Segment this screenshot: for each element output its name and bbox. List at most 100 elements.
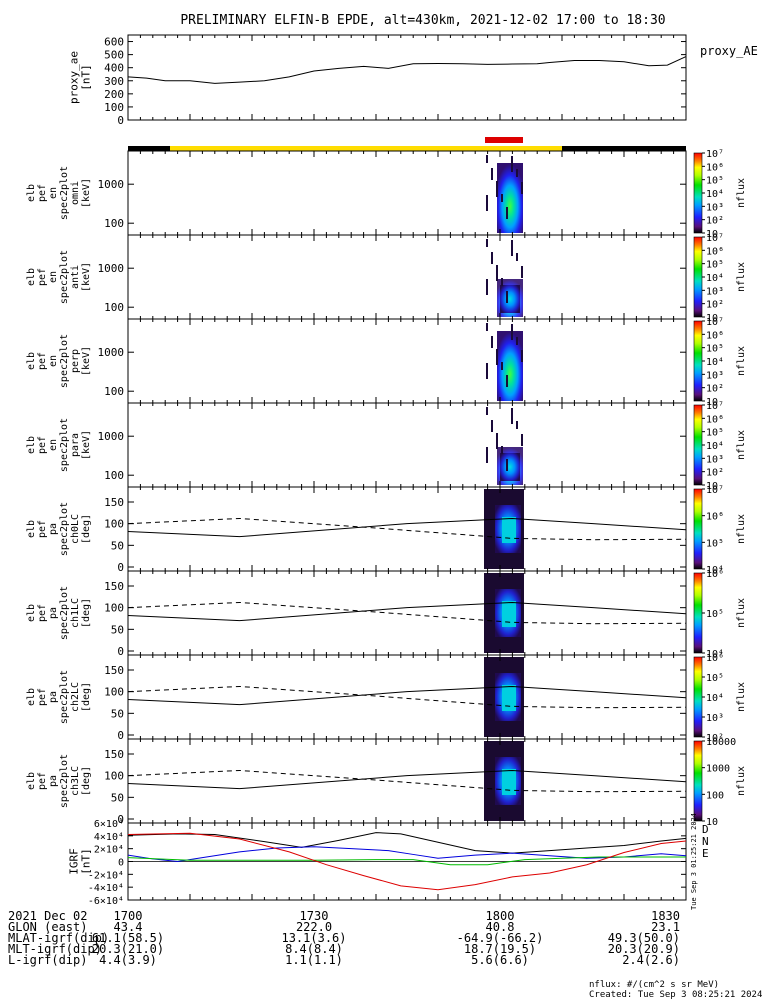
colorbar-label-text: nflux bbox=[736, 346, 747, 376]
spectrogram-frame bbox=[127, 486, 687, 572]
igrf-legend-label: N bbox=[702, 835, 709, 848]
colorbar-tick-label: 10 bbox=[706, 229, 718, 240]
colorbar-tick-label: 10³ bbox=[706, 202, 724, 213]
spec-ytick-label: 0 bbox=[117, 813, 124, 826]
spectrogram-panel: 100 1000 elb pef en spec2plot omni [keV] 10 10² 10… bbox=[26, 149, 747, 240]
spec-ylabel: elb pef en spec2plot omni [keV] bbox=[26, 166, 92, 220]
spec-ylabel-line: [deg] bbox=[81, 682, 92, 712]
spectrogram-core bbox=[500, 285, 520, 313]
colorbar-tick-label: 10⁷ bbox=[706, 401, 724, 412]
colorbar bbox=[693, 572, 703, 654]
ephemeris-cell: 222.0 bbox=[296, 920, 332, 934]
spec-ytick-label: 50 bbox=[111, 623, 124, 636]
spectrogram-speckle bbox=[506, 459, 508, 471]
ephemeris-cell: 61.1(58.5) bbox=[92, 931, 164, 945]
colorbar-tick-label: 10⁵ bbox=[706, 609, 724, 620]
igrf-legend-label: E bbox=[702, 847, 709, 860]
spec-ytick-label: 0 bbox=[117, 645, 124, 658]
spectrogram-frame bbox=[127, 570, 687, 656]
spec-ylabel-line: ch0LC bbox=[70, 514, 81, 544]
spec-ytick-label: 150 bbox=[104, 664, 124, 677]
spec-ylabel-line: spec2plot bbox=[59, 670, 70, 724]
colorbar-tick-label: 10² bbox=[706, 733, 724, 744]
spec-ylabel-line: spec2plot bbox=[59, 502, 70, 556]
spectrogram-speckle bbox=[511, 408, 513, 424]
shadow-bar bbox=[562, 146, 686, 151]
colorbar bbox=[693, 656, 703, 738]
spec-ylabel-line: pef bbox=[37, 520, 48, 538]
orbit-status-bars bbox=[128, 137, 686, 151]
ephemeris-cell: 49.3(50.0) bbox=[608, 931, 680, 945]
pa-spectrogram-peak bbox=[502, 601, 516, 627]
colorbar-tick-label: 10⁴ bbox=[706, 357, 724, 368]
spec-ylabel-line: pef bbox=[37, 268, 48, 286]
anti-loss-cone-line bbox=[127, 601, 687, 625]
igrf-legend-label: D bbox=[702, 823, 709, 836]
colorbar-tick-label: 10⁴ bbox=[706, 649, 724, 660]
spectrogram-speckle bbox=[486, 155, 488, 163]
spec-ylabel-line: pef bbox=[37, 688, 48, 706]
spectrogram-speckle bbox=[521, 182, 523, 194]
colorbar-tick-label: 10² bbox=[706, 468, 724, 479]
colorbar-tick-label: 10⁷ bbox=[706, 317, 724, 328]
spec-ytick-label: 100 bbox=[104, 301, 124, 314]
colorbar bbox=[693, 740, 703, 822]
colorbar-tick-label: 10⁴ bbox=[706, 273, 724, 284]
ae-ytick-label: 500 bbox=[104, 49, 124, 62]
igrf-series-line bbox=[127, 846, 687, 863]
ephemeris-cell: 20.3(21.0) bbox=[92, 942, 164, 956]
spec-ylabel-line: en bbox=[48, 271, 59, 283]
spectrogram-speckle bbox=[496, 181, 498, 197]
spectrogram-core bbox=[500, 453, 520, 481]
colorbar-tick-label: 10⁶ bbox=[706, 569, 724, 580]
ephemeris-cell: 1700 bbox=[114, 909, 143, 923]
spec-ylabel-line: spec2plot bbox=[59, 250, 70, 304]
loss-cone-line bbox=[127, 517, 687, 538]
colorbar-tick-label: 10⁵ bbox=[706, 538, 724, 549]
colorbar-label-text: nflux bbox=[736, 598, 747, 628]
ephemeris-cell: 20.3(20.9) bbox=[608, 942, 680, 956]
spec-ylabel-line: pa bbox=[48, 691, 59, 703]
colorbar-tick-label: 1000 bbox=[706, 764, 730, 775]
colorbar bbox=[693, 236, 703, 318]
spectrogram-panel: 100 1000 elb pef en spec2plot anti [keV] 10 10² 10… bbox=[26, 233, 747, 324]
colorbar-tick-label: 10 bbox=[706, 397, 718, 408]
ephemeris-cell: -64.9(-66.2) bbox=[457, 931, 544, 945]
colorbar-tick-label: 100 bbox=[706, 790, 724, 801]
spec-ylabel-line: omni bbox=[70, 181, 81, 205]
colorbar-tick-label: 10⁵ bbox=[706, 428, 724, 439]
spec-ylabel-line: [keV] bbox=[81, 178, 92, 208]
spectrogram-panel: 100 1000 elb pef en spec2plot para [keV] 10 10² 10… bbox=[26, 401, 747, 492]
colorbar-tick-label: 10⁷ bbox=[706, 149, 724, 160]
spectrogram-speckle bbox=[496, 265, 498, 281]
colorbar-label-text: nflux bbox=[736, 514, 747, 544]
spectrogram-frame bbox=[127, 738, 687, 824]
ephemeris-row-label: MLT-igrf(dip) bbox=[8, 942, 102, 956]
spectrogram-speckle bbox=[516, 253, 518, 261]
spec-ylabel-line: ch2LC bbox=[70, 682, 81, 712]
pa-spectrogram-peak bbox=[502, 769, 516, 795]
spectrogram-frame bbox=[127, 654, 687, 740]
ephemeris-cell: 5.6(6.6) bbox=[471, 953, 529, 967]
spec-ylabel-line: [keV] bbox=[81, 262, 92, 292]
colorbar bbox=[693, 152, 703, 234]
anti-loss-cone-line bbox=[127, 685, 687, 709]
spec-ylabel-line: pef bbox=[37, 772, 48, 790]
ae-frame bbox=[127, 34, 687, 121]
spectrogram-speckle bbox=[506, 207, 508, 219]
spectrogram-panel: 0 50 100 150 elb pef pa spec2plot ch3LC [deg] 10 10… bbox=[26, 737, 747, 828]
spectrogram-speckle bbox=[491, 252, 493, 264]
spectrogram-speckle bbox=[521, 350, 523, 362]
spec-ytick-label: 0 bbox=[117, 729, 124, 742]
ae-ytick-label: 300 bbox=[104, 75, 124, 88]
spectrogram-speckle bbox=[496, 349, 498, 365]
spec-ylabel-line: spec2plot bbox=[59, 418, 70, 472]
spectrogram-speckle bbox=[491, 336, 493, 348]
spectrogram-speckle bbox=[506, 291, 508, 303]
spectrogram-speckle bbox=[521, 434, 523, 446]
colorbar-tick-label: 10⁷ bbox=[706, 233, 724, 244]
plot-title: PRELIMINARY ELFIN-B EPDE, alt=430km, 202… bbox=[180, 13, 665, 28]
spec-ylabel-line: elb bbox=[26, 772, 37, 790]
igrf-ytick-label: 2×10⁴ bbox=[94, 845, 124, 856]
colorbar-label-text: nflux bbox=[736, 682, 747, 712]
